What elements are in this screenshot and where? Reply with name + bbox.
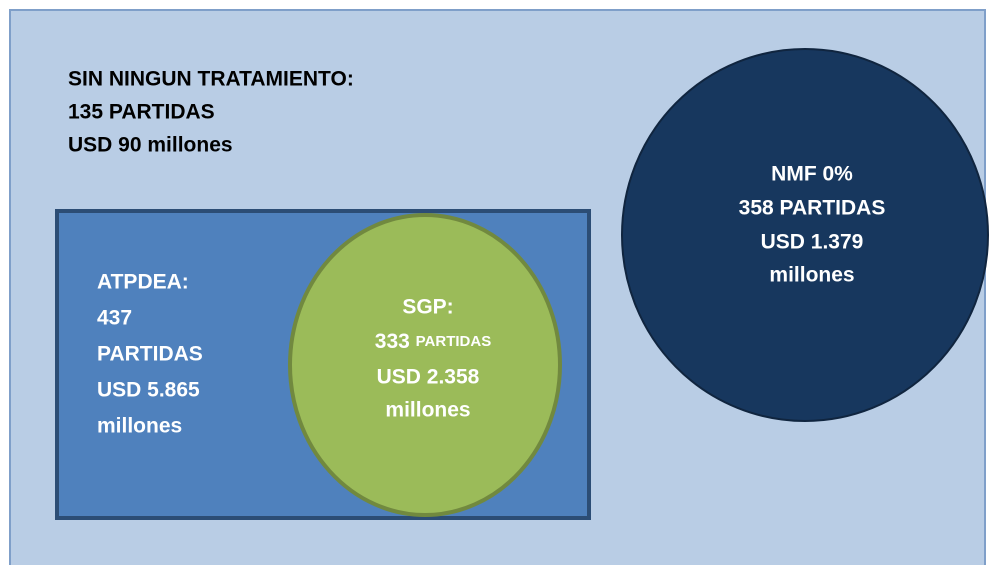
nmf-line: millones bbox=[769, 264, 854, 287]
atpdea-line: ATPDEA: bbox=[97, 271, 189, 294]
sgp-circle bbox=[288, 213, 562, 517]
sgp-count-unit: PARTIDAS bbox=[416, 333, 492, 350]
no-treatment-line: USD 90 millones bbox=[68, 134, 233, 157]
nmf-line: NMF 0% bbox=[771, 163, 853, 186]
atpdea-line: PARTIDAS bbox=[97, 343, 203, 366]
nmf-line: USD 1.379 bbox=[761, 231, 864, 254]
sgp-line: USD 2.358 bbox=[377, 366, 480, 389]
nmf-line: 358 PARTIDAS bbox=[739, 197, 886, 220]
no-treatment-line: 135 PARTIDAS bbox=[68, 101, 215, 124]
nmf-circle bbox=[621, 48, 989, 422]
sgp-count-number: 333 bbox=[375, 330, 410, 353]
atpdea-line: millones bbox=[97, 415, 182, 438]
sgp-title: SGP: bbox=[402, 296, 453, 319]
atpdea-line: USD 5.865 bbox=[97, 379, 200, 402]
no-treatment-line: SIN NINGUN TRATAMIENTO: bbox=[68, 68, 354, 91]
atpdea-line: 437 bbox=[97, 307, 132, 330]
sgp-line: millones bbox=[385, 399, 470, 422]
sgp-count: 333 PARTIDAS bbox=[375, 330, 491, 353]
